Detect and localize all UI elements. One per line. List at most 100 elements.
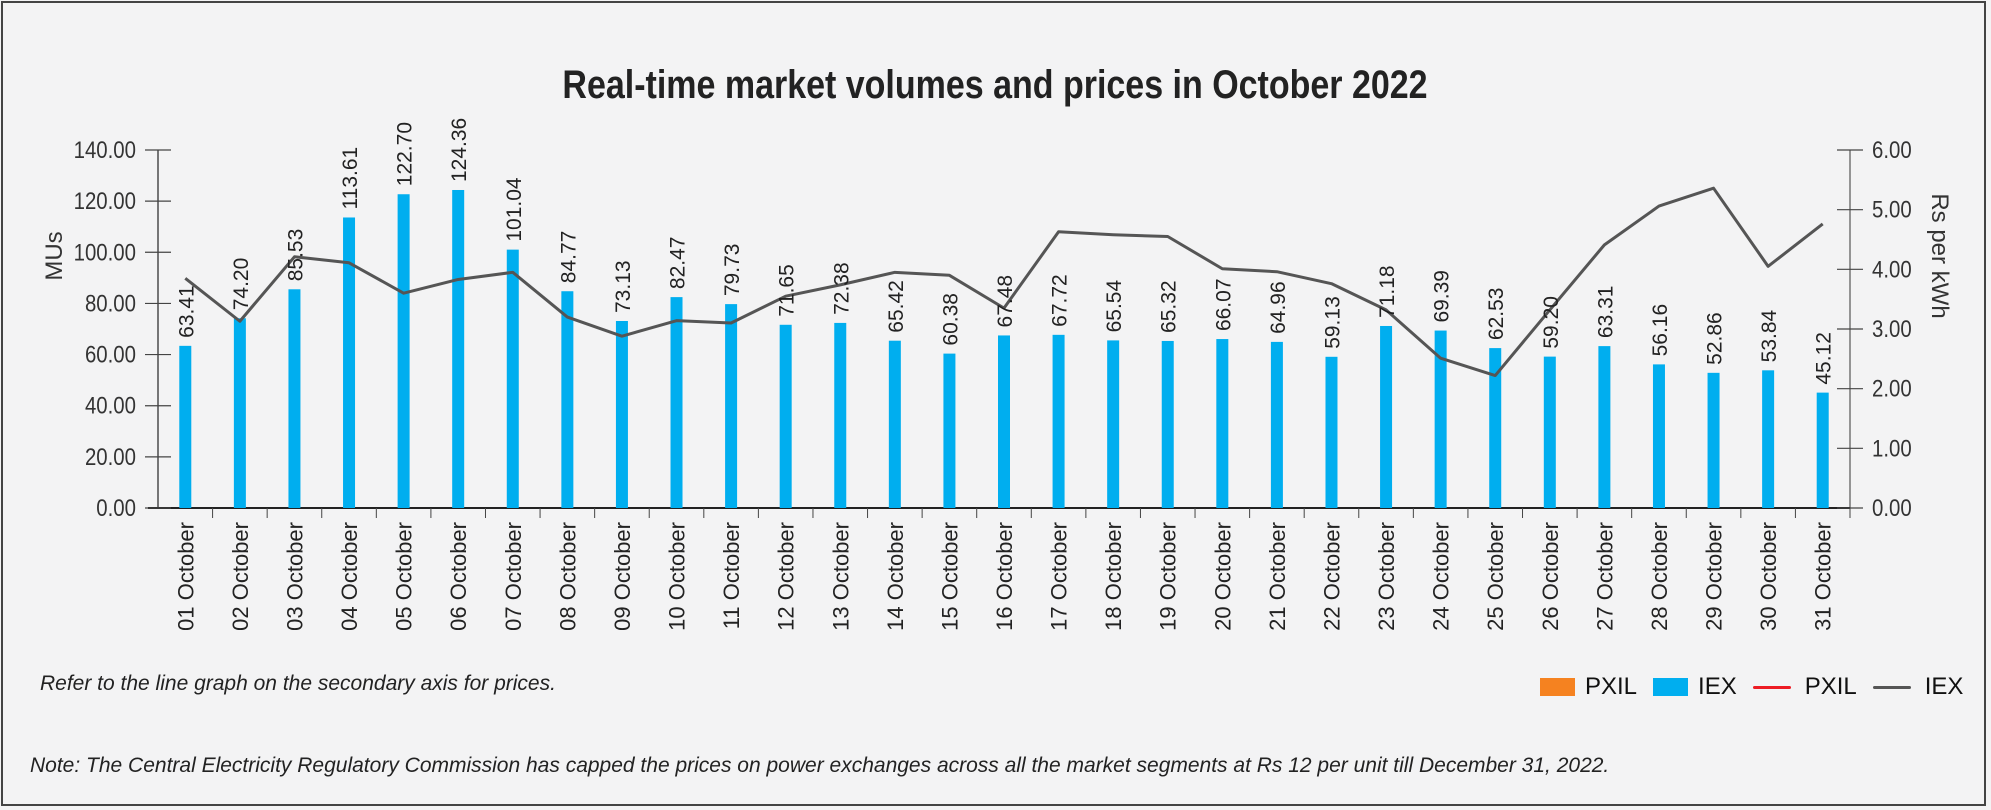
- data-label: 69.39: [1431, 270, 1454, 323]
- legend-label: IEX: [1924, 673, 1964, 700]
- data-label: 101.04: [503, 177, 526, 242]
- data-label: 72.38: [830, 262, 853, 315]
- y-tick-label: 100.00: [74, 239, 136, 266]
- bar-iex: [1380, 325, 1393, 508]
- x-tick-label: 21 October: [1265, 522, 1290, 631]
- bar-iex: [1325, 356, 1338, 508]
- y-tick-label: 60.00: [85, 341, 136, 368]
- y2-tick-label: 6.00: [1872, 136, 1912, 163]
- y2-tick-label: 1.00: [1872, 435, 1912, 462]
- x-tick-label: 07 October: [501, 522, 526, 631]
- bar-iex: [888, 340, 901, 508]
- bar-iex: [1762, 370, 1775, 508]
- data-label: 45.12: [1813, 332, 1836, 385]
- y2-tick-label: 0.00: [1872, 494, 1912, 521]
- x-tick-label: 03 October: [282, 522, 307, 631]
- x-tick-label: 01 October: [173, 522, 198, 631]
- y-tick-label: 140.00: [74, 136, 136, 163]
- bar-iex: [397, 194, 410, 508]
- data-label: 62.53: [1485, 288, 1508, 341]
- x-tick-label: 14 October: [883, 522, 908, 631]
- footnote: Note: The Central Electricity Regulatory…: [30, 754, 1610, 777]
- data-label: 65.42: [885, 280, 908, 333]
- x-tick-label: 16 October: [992, 522, 1017, 631]
- bar-iex: [1489, 348, 1502, 508]
- data-label: 84.77: [557, 231, 580, 284]
- y2-tick-label: 3.00: [1872, 315, 1912, 342]
- bar-iex: [343, 217, 356, 508]
- data-label: 85.53: [284, 229, 307, 282]
- bar-iex: [1707, 372, 1720, 508]
- data-label: 59.13: [1321, 296, 1344, 349]
- x-tick-label: 10 October: [665, 522, 690, 631]
- data-label: 113.61: [339, 147, 362, 210]
- data-label: 122.70: [394, 122, 417, 186]
- data-label: 74.20: [230, 258, 253, 311]
- data-label: 63.31: [1594, 286, 1617, 339]
- data-label: 71.65: [776, 264, 799, 317]
- data-label: 65.54: [1103, 280, 1126, 333]
- x-tick-label: 17 October: [1047, 522, 1072, 631]
- bar-iex: [670, 297, 683, 508]
- x-tick-label: 29 October: [1702, 522, 1727, 631]
- data-label: 63.41: [175, 285, 198, 338]
- data-label: 124.36: [448, 118, 471, 182]
- data-label: 71.18: [1376, 265, 1399, 318]
- y-axis-label: MUs: [41, 231, 68, 280]
- x-tick-label: 11 October: [719, 522, 744, 629]
- bar-iex: [506, 249, 519, 508]
- bar-iex: [1652, 364, 1665, 508]
- y2-tick-label: 2.00: [1872, 375, 1912, 402]
- y-tick-label: 40.00: [85, 392, 136, 419]
- data-label: 66.07: [1212, 278, 1235, 331]
- x-tick-label: 25 October: [1483, 522, 1508, 631]
- bar-iex: [1161, 340, 1174, 508]
- bar-iex: [561, 291, 574, 508]
- y-tick-label: 0.00: [96, 494, 136, 521]
- x-tick-label: 09 October: [610, 522, 635, 631]
- x-tick-label: 19 October: [1156, 522, 1181, 631]
- data-label: 59.20: [1540, 296, 1563, 349]
- y2-axis-label: Rs per kWh: [1926, 193, 1953, 318]
- y-tick-label: 20.00: [85, 443, 136, 470]
- y-tick-label: 80.00: [85, 290, 136, 317]
- legend-swatch-pxil-line: [1752, 685, 1791, 689]
- x-tick-label: 26 October: [1538, 522, 1563, 631]
- data-label: 82.47: [667, 237, 690, 290]
- bar-iex: [1434, 330, 1447, 508]
- bar-iex: [725, 304, 738, 508]
- data-label: 53.84: [1758, 309, 1781, 362]
- x-tick-label: 13 October: [828, 522, 853, 631]
- x-tick-label: 04 October: [337, 522, 362, 631]
- x-tick-label: 30 October: [1756, 522, 1781, 631]
- legend-swatch-pxil-bar: [1540, 678, 1575, 696]
- bar-iex: [1598, 346, 1611, 508]
- x-tick-label: 24 October: [1429, 522, 1454, 631]
- x-tick-label: 18 October: [1101, 522, 1126, 631]
- data-label: 65.32: [1158, 280, 1181, 333]
- y2-tick-label: 5.00: [1872, 196, 1912, 223]
- secondary-axis-note: Refer to the line graph on the secondary…: [40, 672, 556, 695]
- bar-iex: [179, 345, 192, 508]
- chart-title: Real-time market volumes and prices in O…: [562, 61, 1427, 106]
- x-tick-label: 12 October: [774, 522, 799, 631]
- bar-iex: [1270, 341, 1283, 508]
- data-label: 79.73: [721, 244, 744, 297]
- legend-label: IEX: [1698, 673, 1737, 700]
- y2-tick-label: 4.00: [1872, 256, 1912, 283]
- x-tick-label: 02 October: [228, 522, 253, 631]
- legend: PXIL IEX PXIL IEX: [1540, 673, 1979, 701]
- bar-iex: [834, 322, 847, 508]
- y-tick-label: 120.00: [74, 188, 136, 215]
- x-tick-label: 08 October: [555, 522, 580, 631]
- legend-swatch-iex-bar: [1653, 678, 1689, 696]
- x-tick-label: 31 October: [1811, 522, 1836, 631]
- bar-iex: [943, 353, 956, 508]
- bar-iex: [288, 289, 301, 508]
- x-tick-label: 27 October: [1592, 522, 1617, 631]
- bar-iex: [452, 189, 465, 508]
- x-tick-label: 20 October: [1210, 522, 1235, 631]
- data-label: 73.13: [612, 260, 635, 313]
- bar-iex: [1107, 340, 1120, 508]
